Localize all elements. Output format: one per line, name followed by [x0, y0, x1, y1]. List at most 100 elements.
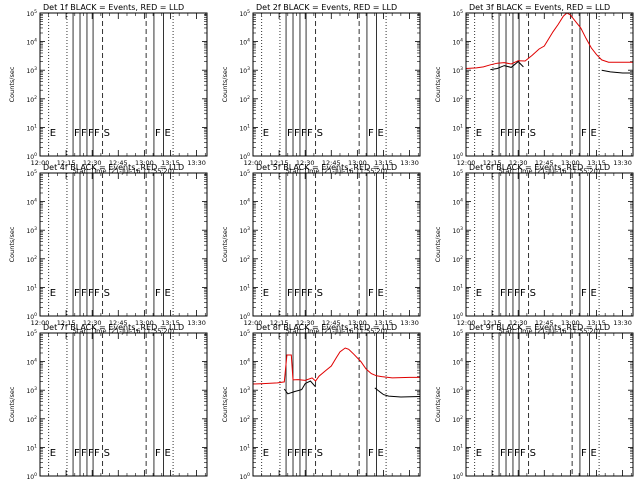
flag-label: E: [165, 448, 171, 459]
y-tick-label: 100: [26, 152, 37, 161]
flag-label: F: [94, 448, 100, 459]
x-tick-label: 12:45: [322, 319, 341, 327]
x-tick-label: 12:45: [109, 159, 128, 167]
panel-title: Det 2f BLACK = Events, RED = LLD: [256, 3, 397, 12]
panel-det-2f: Det 2f BLACK = Events, RED = LLD Counts/s…: [221, 3, 421, 175]
flag-label: F: [74, 288, 80, 299]
flag-label: F: [507, 128, 513, 139]
x-axis-label: Start Time (21-Jul-16 11:55:20): [499, 327, 601, 335]
y-tick-label: 101: [239, 443, 250, 452]
flag-label: F: [581, 128, 587, 139]
lld-series-line: [465, 12, 633, 69]
y-tick-label: 103: [452, 386, 463, 395]
y-tick-label: 102: [239, 255, 250, 264]
y-tick-label: 105: [26, 169, 37, 178]
y-tick-label: 104: [26, 198, 37, 207]
flag-label: F: [301, 288, 307, 299]
y-tick-label: 100: [452, 152, 463, 161]
flag-label: F: [294, 128, 300, 139]
y-axis-label: Counts/sec: [221, 66, 229, 102]
x-tick-label: 12:30: [296, 319, 315, 327]
y-tick-label: 104: [239, 38, 250, 47]
y-tick-label: 105: [239, 169, 250, 178]
flag-label: F: [287, 288, 293, 299]
y-tick-label: 101: [239, 123, 250, 132]
panel-det-9f: Det 9f BLACK = Events, RED = LLD Counts/s…: [434, 323, 634, 480]
y-tick-label: 101: [26, 283, 37, 292]
x-tick-label: 13:15: [587, 159, 606, 167]
y-tick-label: 104: [452, 358, 463, 367]
x-tick-label: 12:30: [83, 319, 102, 327]
y-tick-label: 101: [452, 443, 463, 452]
y-axis-label: Counts/sec: [8, 386, 16, 422]
y-tick-label: 105: [239, 329, 250, 338]
y-tick-label: 100: [452, 312, 463, 321]
flag-label: E: [378, 128, 384, 139]
x-tick-label: 12:15: [270, 319, 289, 327]
y-tick-label: 103: [239, 386, 250, 395]
panel-det-6f: Det 6f BLACK = Events, RED = LLD Counts/s…: [434, 163, 634, 335]
flag-label: S: [104, 448, 110, 459]
x-tick-label: 13:00: [561, 159, 580, 167]
y-tick-label: 103: [452, 66, 463, 75]
panel-title: Det 3f BLACK = Events, RED = LLD: [469, 3, 610, 12]
y-tick-label: 102: [26, 415, 37, 424]
plot-frame: [39, 12, 208, 157]
panel-title: Det 5f BLACK = Events, RED = LLD: [256, 163, 397, 172]
flag-label: F: [307, 448, 313, 459]
flag-label: F: [500, 288, 506, 299]
panel-det-7f: Det 7f BLACK = Events, RED = LLD Counts/s…: [8, 323, 208, 480]
flag-label: F: [307, 128, 313, 139]
x-tick-label: 12:45: [322, 159, 341, 167]
y-axis-label: Counts/sec: [434, 386, 442, 422]
plot-frame: [465, 172, 634, 317]
flag-label: F: [500, 128, 506, 139]
y-tick-label: 105: [452, 9, 463, 18]
flag-label: F: [81, 448, 87, 459]
y-tick-label: 102: [452, 255, 463, 264]
y-axis-label: Counts/sec: [434, 226, 442, 262]
x-tick-label: 12:00: [244, 159, 263, 167]
flag-label: F: [514, 288, 520, 299]
y-tick-label: 101: [26, 443, 37, 452]
y-tick-label: 100: [239, 472, 250, 480]
flag-label: F: [514, 448, 520, 459]
y-axis-label: Counts/sec: [8, 226, 16, 262]
flag-label: E: [476, 448, 482, 459]
flag-label: F: [368, 448, 374, 459]
y-tick-label: 101: [239, 283, 250, 292]
flag-label: F: [81, 128, 87, 139]
flag-label: F: [155, 288, 161, 299]
plot-frame: [252, 332, 421, 477]
flag-label: S: [104, 288, 110, 299]
flag-label: F: [88, 448, 94, 459]
y-tick-label: 100: [239, 152, 250, 161]
plot-frame: [39, 172, 208, 317]
x-tick-label: 12:15: [483, 159, 502, 167]
x-tick-label: 12:30: [296, 159, 315, 167]
x-tick-label: 12:00: [457, 319, 476, 327]
flag-label: F: [520, 448, 526, 459]
lld-series-line: [252, 347, 420, 385]
x-tick-label: 13:00: [348, 319, 367, 327]
flag-label: E: [50, 128, 56, 139]
panel-title: Det 1f BLACK = Events, RED = LLD: [43, 3, 184, 12]
y-tick-label: 105: [452, 329, 463, 338]
flag-label: E: [476, 288, 482, 299]
y-tick-label: 102: [452, 95, 463, 104]
flag-label: E: [591, 288, 597, 299]
flag-label: E: [263, 128, 269, 139]
y-tick-label: 103: [239, 66, 250, 75]
x-tick-label: 13:15: [587, 319, 606, 327]
flag-label: F: [155, 128, 161, 139]
x-tick-label: 12:15: [57, 159, 76, 167]
x-tick-label: 12:15: [483, 319, 502, 327]
y-tick-label: 101: [452, 123, 463, 132]
y-tick-label: 103: [26, 386, 37, 395]
flag-label: E: [378, 448, 384, 459]
x-axis-label: Start Time (21-Jul-16 11:55:20): [73, 167, 175, 175]
y-tick-label: 104: [26, 38, 37, 47]
y-axis-label: Counts/sec: [221, 226, 229, 262]
y-tick-label: 104: [239, 358, 250, 367]
